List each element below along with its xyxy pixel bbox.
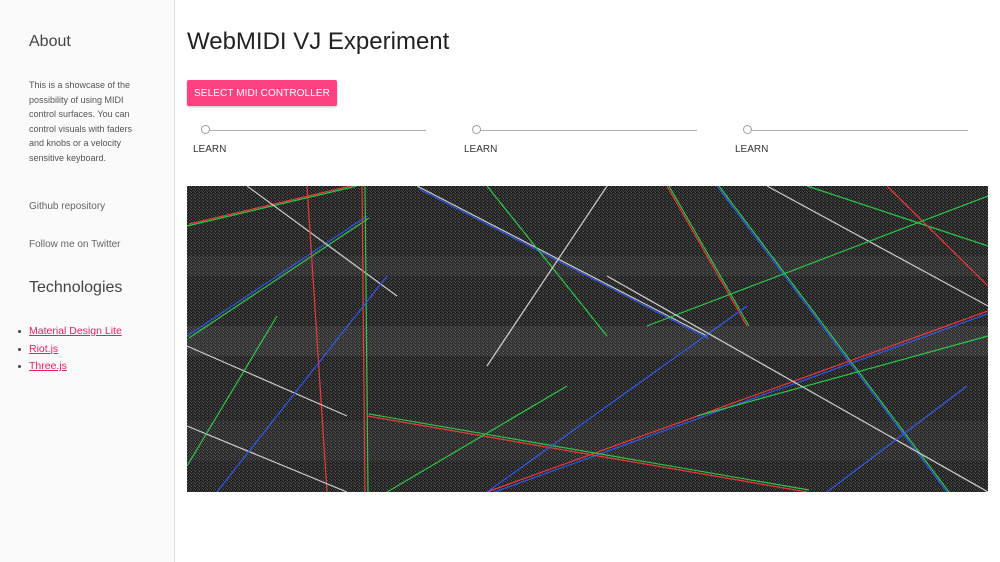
about-title: About — [29, 33, 71, 50]
tech-link-riotjs[interactable]: Riot.js — [29, 342, 59, 355]
list-item: Riot.js — [18, 341, 122, 359]
select-midi-controller-button[interactable]: SELECT MIDI CONTROLLER — [187, 80, 337, 106]
slider-track[interactable] — [744, 130, 968, 131]
fader-3: LEARN — [729, 124, 969, 164]
bullet-icon — [18, 330, 21, 333]
learn-button-3[interactable]: LEARN — [735, 144, 769, 155]
list-item: Three.js — [18, 358, 122, 376]
slider-thumb[interactable] — [743, 125, 752, 134]
bullet-icon — [18, 347, 21, 351]
slider-thumb[interactable] — [472, 125, 481, 134]
bullet-icon — [18, 365, 21, 368]
tech-link-threejs[interactable]: Three.js — [29, 360, 67, 372]
technologies-title: Technologies — [29, 279, 123, 296]
page-title: WebMIDI VJ Experiment — [187, 28, 450, 55]
slider-track[interactable] — [473, 130, 697, 131]
vj-visual-canvas — [187, 186, 988, 492]
list-item: Material Design Lite — [18, 323, 122, 341]
github-repository-link[interactable]: Github repository — [29, 201, 106, 212]
sidebar: About This is a showcase of the possibil… — [0, 0, 175, 562]
fader-2: LEARN — [458, 124, 698, 164]
about-description: This is a showcase of the possibility of… — [29, 80, 133, 163]
tech-link-material-design-lite[interactable]: Material Design Lite — [29, 325, 122, 337]
learn-button-1[interactable]: LEARN — [193, 144, 227, 155]
twitter-link[interactable]: Follow me on Twitter — [29, 239, 121, 250]
learn-button-2[interactable]: LEARN — [464, 144, 498, 155]
slider-track[interactable] — [202, 130, 426, 131]
fader-1: LEARN — [187, 124, 427, 164]
visual-output-graphic — [187, 186, 988, 492]
technologies-list: Material Design Lite Riot.js Three.js — [18, 323, 122, 376]
slider-thumb[interactable] — [201, 125, 210, 134]
